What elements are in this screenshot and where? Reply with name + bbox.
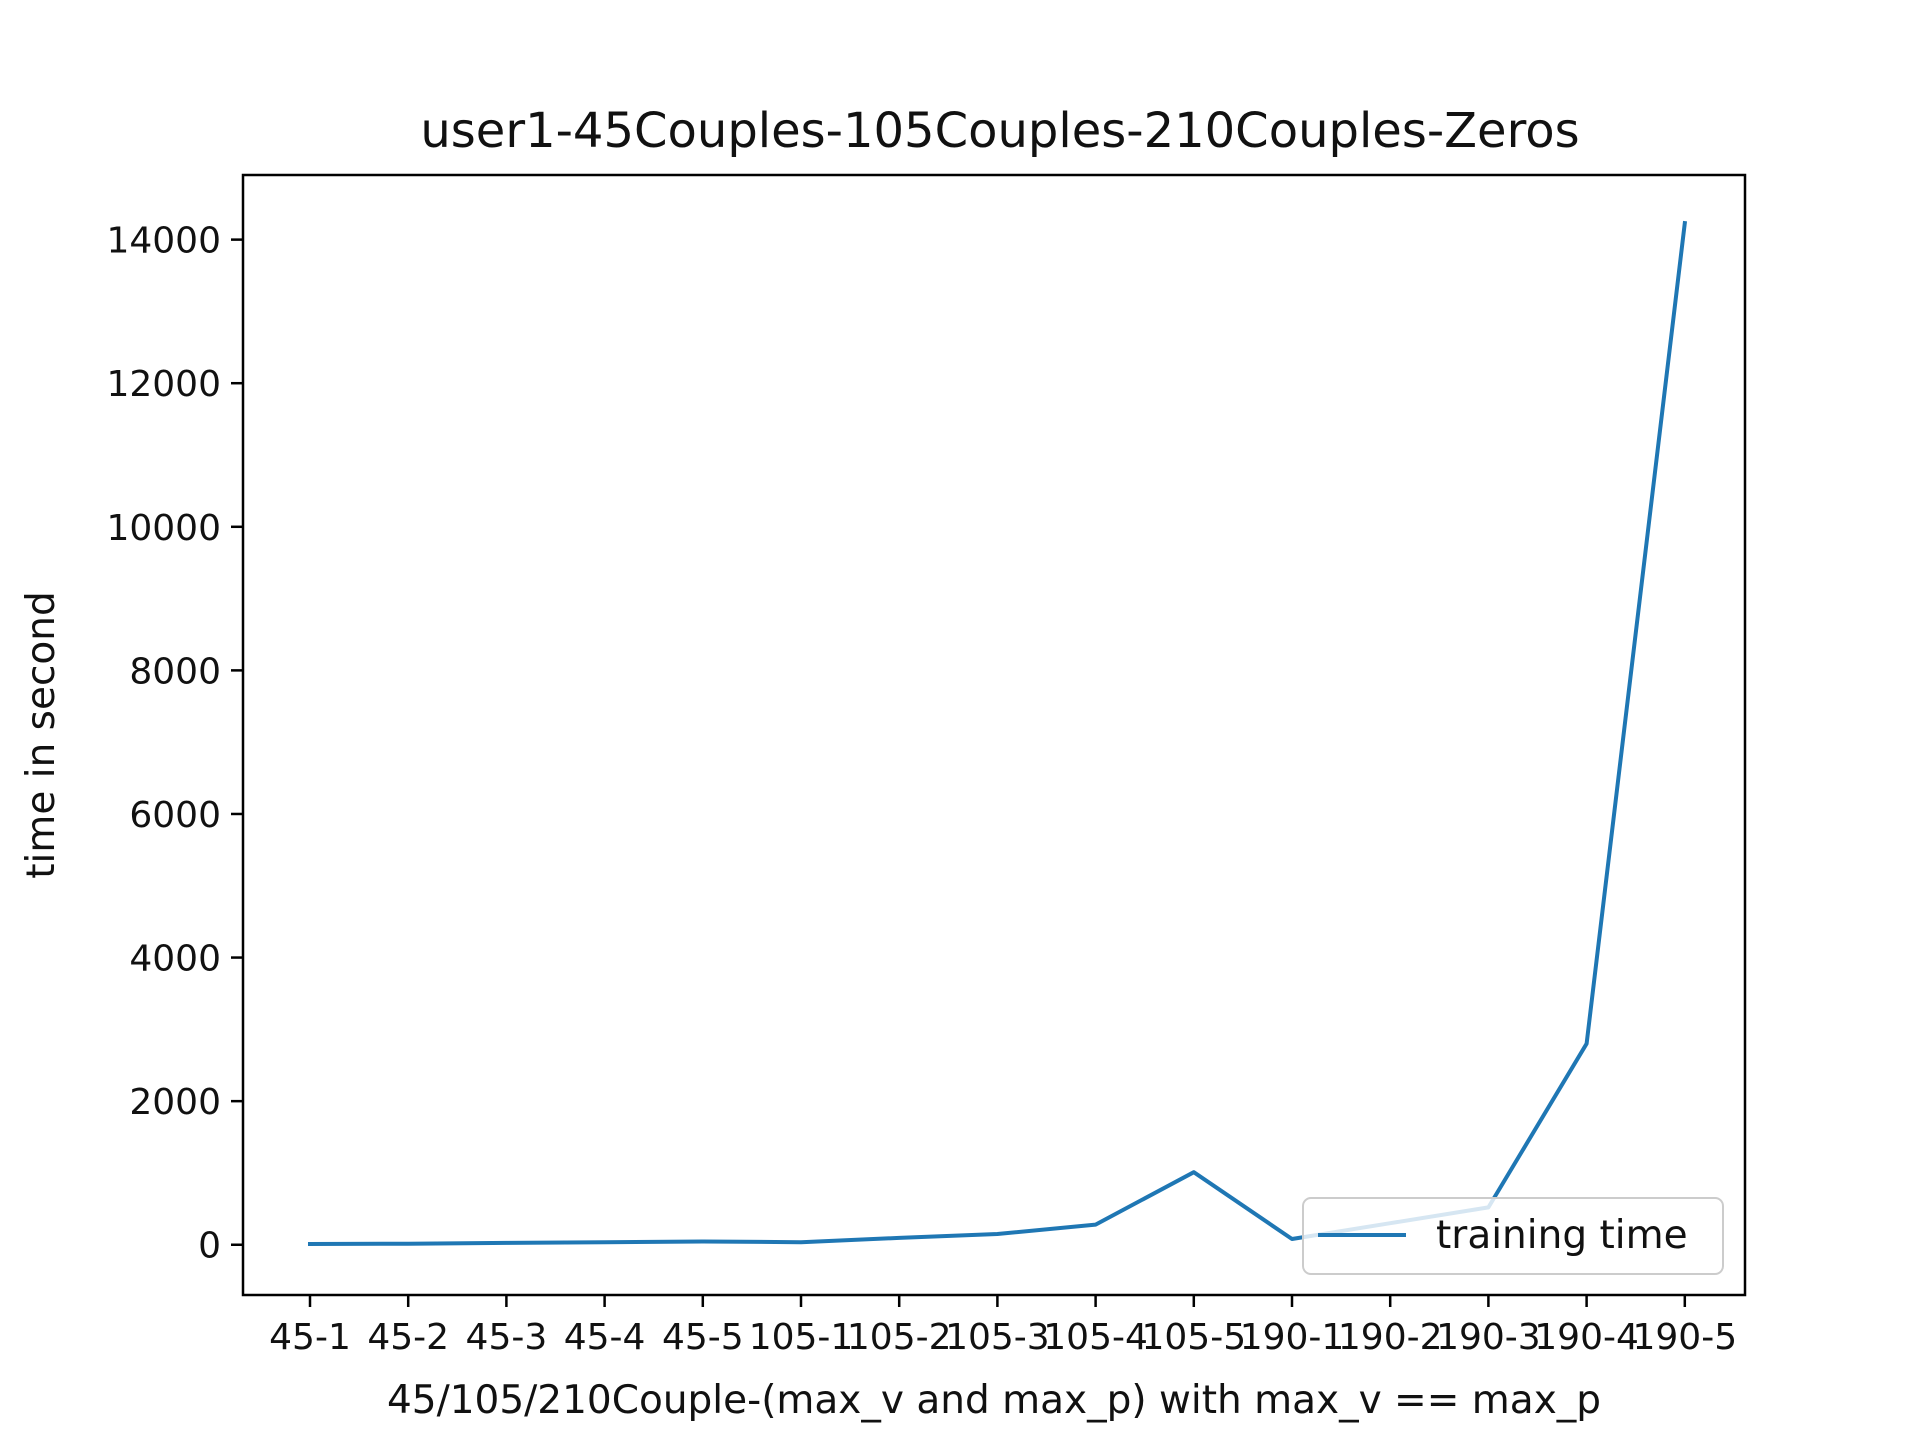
y-tick-label: 14000 — [106, 221, 221, 262]
x-axis-ticks: 45-1 45-2 45-3 45-4 45-5 105-1105-2105-3105-4… — [269, 1295, 1737, 1358]
x-axis-label: 45/105/210Couple-(max_v and max_p) with … — [387, 1378, 1601, 1423]
plot-frame — [241, 173, 1747, 1297]
data-point — [504, 1241, 508, 1245]
legend-box — [1302, 1197, 1724, 1275]
x-tick-label: 105-3 — [945, 1317, 1050, 1358]
data-point — [995, 1232, 999, 1236]
data-point — [1192, 1170, 1196, 1174]
data-point — [1585, 1042, 1589, 1046]
x-tick-label: 105-5 — [1141, 1317, 1246, 1358]
data-point — [308, 1242, 312, 1246]
y-tick-label: 6000 — [129, 795, 221, 836]
y-tick-label: 12000 — [106, 364, 221, 405]
data-point — [406, 1242, 410, 1246]
data-point — [1290, 1237, 1294, 1241]
x-tick-label: 105-2 — [847, 1317, 952, 1358]
chart-title: user1-45Couples-105Couples-210Couples-Ze… — [420, 103, 1579, 159]
x-tick-label: 190-2 — [1338, 1317, 1443, 1358]
x-tick-label: 105-1 — [749, 1317, 854, 1358]
y-tick-label: 10000 — [106, 508, 221, 549]
x-tick-label: 190-3 — [1436, 1317, 1541, 1358]
y-tick-label: 8000 — [129, 651, 221, 692]
y-tick-label: 4000 — [129, 939, 221, 980]
x-tick-label: 105-4 — [1043, 1317, 1148, 1358]
x-tick-label: 45-4 — [564, 1317, 646, 1358]
x-tick-label: 190-4 — [1534, 1317, 1639, 1358]
x-tick-label: 45-1 — [269, 1317, 351, 1358]
legend: training time — [1302, 1197, 1724, 1275]
data-point — [701, 1240, 705, 1244]
data-point — [897, 1236, 901, 1240]
x-tick-label: 190-1 — [1240, 1317, 1345, 1358]
y-axis-label: time in second — [19, 591, 64, 879]
x-tick-label: 45-2 — [367, 1317, 449, 1358]
y-tick-label: 2000 — [129, 1082, 221, 1123]
data-point — [1683, 221, 1687, 225]
y-axis-ticks: 0 2000 4000 6000 8000 10000 12000 14000 — [106, 221, 243, 1267]
data-point — [603, 1240, 607, 1244]
x-tick-label: 45-3 — [466, 1317, 548, 1358]
x-tick-label: 45-5 — [662, 1317, 744, 1358]
legend-label: training time — [1436, 1213, 1688, 1258]
data-point — [799, 1240, 803, 1244]
data-point — [1094, 1223, 1098, 1227]
y-tick-label: 0 — [198, 1226, 221, 1267]
x-tick-label: 190-5 — [1632, 1317, 1737, 1358]
